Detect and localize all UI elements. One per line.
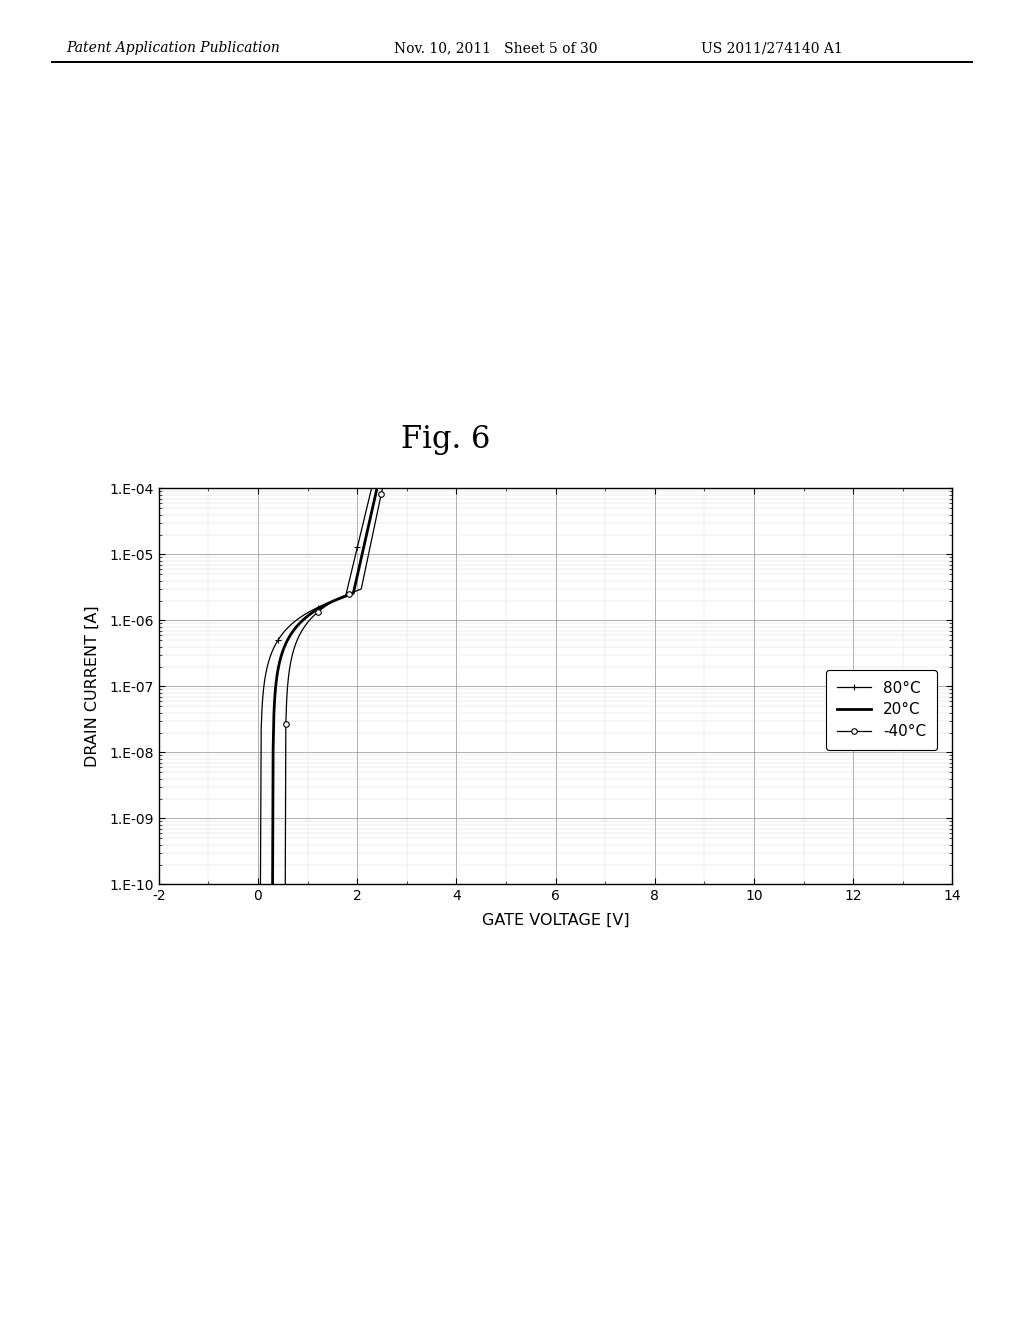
Text: Patent Application Publication: Patent Application Publication	[67, 41, 281, 55]
-40°C	[153, 1028, 165, 1044]
20°C	[474, 434, 486, 450]
80°C	[233, 1028, 246, 1044]
Text: Nov. 10, 2011   Sheet 5 of 30: Nov. 10, 2011 Sheet 5 of 30	[394, 41, 598, 55]
Line: 80°C: 80°C	[156, 440, 955, 1039]
80°C	[153, 1028, 165, 1044]
-40°C	[786, 434, 799, 450]
20°C	[503, 434, 515, 450]
Line: -40°C: -40°C	[156, 440, 955, 1039]
20°C	[233, 1028, 246, 1044]
20°C	[786, 434, 799, 450]
-40°C	[698, 434, 711, 450]
Text: US 2011/274140 A1: US 2011/274140 A1	[701, 41, 843, 55]
Line: 20°C: 20°C	[159, 442, 952, 1036]
-40°C	[772, 434, 784, 450]
80°C	[698, 434, 711, 450]
80°C	[772, 434, 784, 450]
80°C	[503, 434, 515, 450]
-40°C	[503, 434, 515, 450]
20°C	[946, 434, 958, 450]
80°C	[946, 434, 958, 450]
Text: Fig. 6: Fig. 6	[400, 425, 490, 455]
20°C	[153, 1028, 165, 1044]
20°C	[698, 434, 711, 450]
Y-axis label: DRAIN CURRENT [A]: DRAIN CURRENT [A]	[85, 606, 99, 767]
-40°C	[233, 1028, 246, 1044]
Legend: 80°C, 20°C, -40°C: 80°C, 20°C, -40°C	[826, 671, 937, 750]
X-axis label: GATE VOLTAGE [V]: GATE VOLTAGE [V]	[481, 913, 630, 928]
80°C	[377, 434, 389, 450]
80°C	[786, 434, 799, 450]
80°C	[474, 434, 486, 450]
-40°C	[386, 434, 398, 450]
20°C	[381, 434, 393, 450]
-40°C	[474, 434, 486, 450]
20°C	[772, 434, 784, 450]
-40°C	[946, 434, 958, 450]
